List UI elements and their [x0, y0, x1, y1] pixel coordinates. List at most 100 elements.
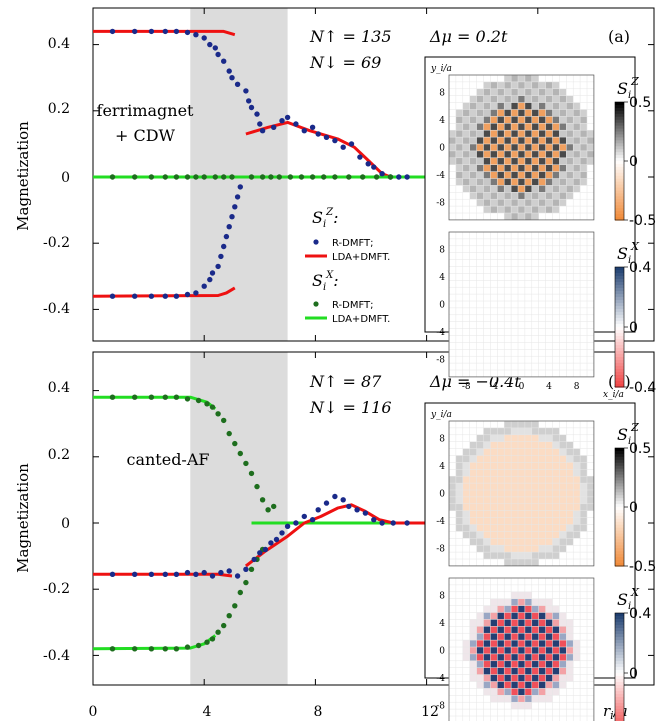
map-cell — [518, 538, 525, 546]
data-point — [234, 81, 241, 88]
map-cell — [518, 95, 525, 103]
map-cell — [469, 171, 477, 179]
map-cell — [545, 660, 553, 668]
map-cell — [518, 619, 525, 627]
data-point — [251, 556, 257, 563]
map-cell — [518, 137, 525, 144]
data-point — [373, 174, 380, 180]
data-point — [321, 174, 327, 180]
data-point — [184, 396, 191, 402]
map-cell — [497, 545, 505, 553]
map-cell — [518, 116, 525, 124]
map-cell — [587, 130, 594, 138]
map-cell — [483, 496, 491, 504]
map-cell — [518, 688, 525, 696]
map-cell — [497, 469, 505, 477]
colorbar-swatch — [615, 667, 624, 671]
data-point — [215, 411, 221, 417]
map-cell — [566, 455, 574, 463]
tick-label: 0 — [89, 704, 98, 720]
inset-tick-label: 0 — [519, 382, 525, 392]
colorbar-swatch — [615, 700, 624, 704]
map-cell — [545, 619, 553, 627]
data-point — [262, 546, 269, 553]
colorbar-swatch — [615, 125, 624, 130]
map-cell — [476, 496, 484, 504]
map-cell — [524, 545, 532, 553]
map-cell — [552, 441, 560, 449]
map-cell — [511, 109, 518, 117]
map-cell — [455, 178, 463, 186]
map-cell — [518, 545, 525, 553]
map-cell — [504, 496, 512, 504]
data-point — [354, 507, 360, 513]
map-cell — [518, 81, 525, 89]
map-cell — [531, 653, 539, 661]
legend-rdmft-x-marker — [313, 301, 319, 307]
map-cell — [552, 510, 560, 518]
data-point — [379, 520, 385, 526]
map-cell — [511, 483, 518, 490]
map-cell — [566, 116, 574, 124]
map-cell — [504, 633, 512, 641]
map-cell — [511, 150, 518, 158]
map-cell — [524, 157, 532, 165]
map-cell — [566, 640, 574, 647]
map-cell — [580, 171, 587, 179]
map-cell — [490, 496, 498, 504]
map-cell — [462, 185, 470, 193]
colorbar-swatch — [615, 366, 624, 370]
map-cell — [497, 427, 505, 435]
data-point — [243, 460, 249, 467]
map-cell — [559, 171, 567, 179]
map-cell — [483, 123, 491, 131]
map-cell — [483, 206, 491, 213]
map-cell — [483, 102, 491, 110]
map-cell — [469, 192, 477, 200]
tick-label: 0 — [61, 170, 70, 186]
map-cell — [449, 490, 456, 497]
map-cell — [490, 441, 498, 449]
map-cell — [462, 490, 470, 497]
map-cell — [524, 503, 532, 511]
colorbar-swatch — [615, 372, 624, 376]
map-cell — [524, 421, 532, 428]
map-cell — [504, 427, 512, 435]
map-cell — [462, 130, 470, 138]
colorbar-swatch — [615, 477, 624, 482]
map-cell — [497, 164, 505, 172]
map-cell — [504, 531, 512, 539]
data-point — [173, 293, 180, 299]
colorbar-swatch — [615, 190, 624, 195]
map-cell — [545, 434, 553, 442]
map-cell — [504, 598, 512, 606]
data-point — [221, 622, 227, 629]
phase-a-line1: ferrimagnet — [97, 101, 195, 120]
map-cell — [483, 552, 491, 559]
map-cell — [511, 496, 518, 504]
map-cell — [524, 109, 532, 117]
data-point — [332, 174, 338, 180]
colorbar-swatch — [615, 524, 624, 529]
n-down-b: N↓ = 116 — [309, 398, 392, 417]
map-cell — [587, 157, 594, 165]
map-cell — [497, 455, 505, 463]
map-cell — [518, 695, 525, 703]
map-cell — [504, 674, 512, 682]
map-cell — [490, 545, 498, 553]
map-cell — [538, 517, 546, 525]
colorbar-swatch — [615, 181, 624, 186]
map-cell — [538, 660, 546, 668]
colorbar-swatch — [615, 330, 624, 334]
data-point — [209, 573, 216, 579]
map-cell — [580, 178, 587, 186]
map-cell — [469, 178, 477, 186]
map-cell — [566, 462, 574, 470]
map-cell — [511, 95, 518, 103]
map-cell — [538, 109, 546, 117]
map-cell — [483, 538, 491, 546]
map-cell — [518, 144, 525, 151]
map-cell — [483, 150, 491, 158]
map-cell — [504, 510, 512, 518]
